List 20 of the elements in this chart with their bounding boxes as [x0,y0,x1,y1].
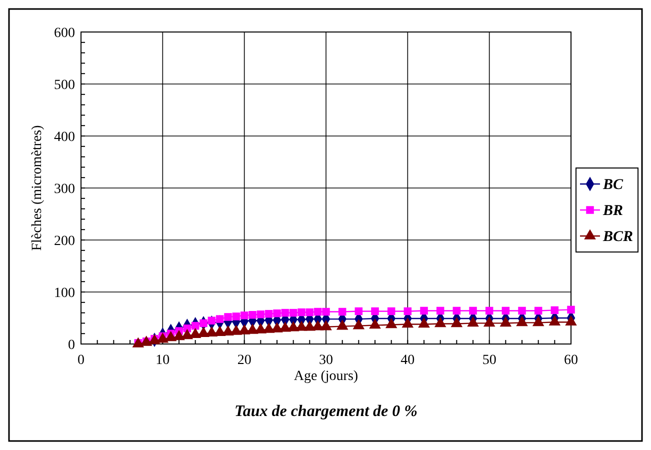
x-tick-label: 20 [237,353,252,368]
x-tick-label: 60 [564,353,578,368]
x-tick-label: 50 [482,353,496,368]
x-axis-title: Age (jours) [294,369,358,384]
y-tick-label: 600 [54,26,75,41]
y-tick-label: 400 [54,130,75,145]
y-tick-label: 100 [54,286,75,301]
legend-label: BR [602,203,624,219]
y-tick-label: 0 [68,338,75,353]
x-tick-label: 10 [156,353,170,368]
text: Taux de chargement de 0 % [234,403,418,420]
y-tick-label: 500 [54,78,75,93]
y-tick-label: 200 [54,234,75,249]
x-tick-label: 0 [78,353,84,368]
legend-label: BC [602,177,624,193]
x-tick-label: 30 [319,353,333,368]
x-tick-label: 40 [400,353,415,368]
y-axis-title: Flèches (micromètres) [30,124,45,251]
legend-label: BCR [602,229,634,245]
y-tick-label: 300 [54,182,75,197]
